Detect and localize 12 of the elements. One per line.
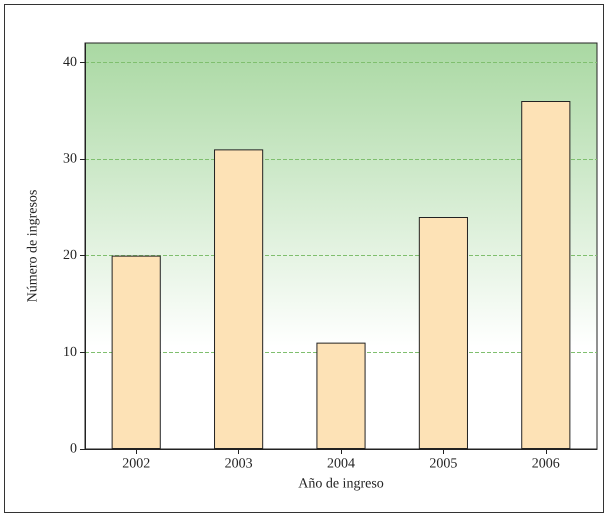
y-axis-title: Número de ingresos bbox=[26, 190, 40, 302]
x-tick-label: 2003 bbox=[224, 456, 253, 472]
y-tick-label: 40 bbox=[63, 54, 77, 70]
x-axis-title: Año de ingreso bbox=[298, 476, 384, 492]
y-tick-label: 20 bbox=[63, 248, 77, 264]
y-tick-label: 0 bbox=[70, 442, 77, 456]
y-tick-label: 10 bbox=[63, 344, 77, 360]
x-tick-label: 2006 bbox=[532, 456, 560, 472]
x-tick-label: 2002 bbox=[122, 456, 150, 472]
x-tick-label: 2004 bbox=[327, 456, 355, 472]
x-tick-label: 2005 bbox=[429, 456, 458, 472]
y-tick-label: 30 bbox=[63, 152, 77, 166]
